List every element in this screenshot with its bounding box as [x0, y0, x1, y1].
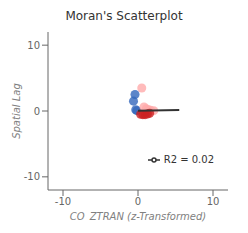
svg-text:-10: -10	[24, 171, 40, 182]
svg-text:Spatial Lag: Spatial Lag	[11, 83, 22, 139]
svg-text:10: 10	[207, 196, 220, 207]
svg-text:0: 0	[34, 106, 40, 117]
svg-text:0: 0	[135, 196, 141, 207]
svg-text:CO_ZTRAN (z-Transformed): CO_ZTRAN (z-Transformed)	[70, 211, 206, 222]
html-text:Moran's Scatterplot: Moran's Scatterplot	[65, 9, 183, 23]
svg-text:-10: -10	[55, 196, 71, 207]
html-text:R2 = 0.02: R2 = 0.02	[163, 154, 214, 165]
svg-text:10: 10	[27, 40, 40, 51]
